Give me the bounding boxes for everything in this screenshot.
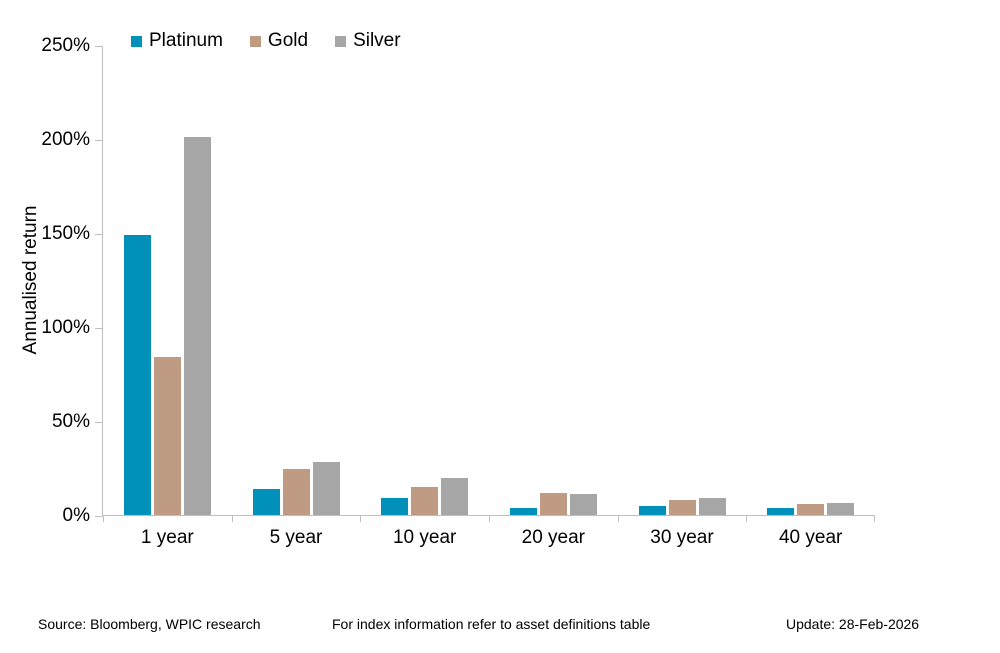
x-category-label-20-year: 20 year bbox=[521, 527, 586, 548]
y-tick bbox=[95, 421, 102, 423]
bar-gold-20-year bbox=[539, 493, 567, 515]
x-tick bbox=[360, 515, 361, 522]
y-tick-label: 200% bbox=[41, 129, 90, 150]
x-tick bbox=[103, 515, 104, 522]
bar-platinum-40-year bbox=[767, 508, 795, 515]
legend-label-silver: Silver bbox=[353, 30, 401, 51]
bar-platinum-1-year bbox=[123, 234, 151, 515]
footer-update-date-text: Update: 28-Feb-2026 bbox=[786, 616, 920, 632]
bar-platinum-20-year bbox=[509, 508, 537, 515]
bar-silver-20-year bbox=[569, 494, 597, 515]
bar-silver-30-year bbox=[698, 498, 726, 515]
bar-platinum-30-year bbox=[638, 505, 666, 515]
bar-gold-40-year bbox=[797, 503, 825, 515]
y-tick-label: 0% bbox=[62, 505, 90, 526]
bar-platinum-10-year bbox=[381, 498, 409, 515]
legend-label-gold: Gold bbox=[267, 30, 309, 51]
legend-label-platinum: Platinum bbox=[149, 30, 223, 51]
y-tick-label: 250% bbox=[41, 35, 90, 56]
bar-gold-10-year bbox=[411, 486, 439, 515]
y-tick-label: 50% bbox=[51, 411, 90, 432]
x-tick bbox=[874, 515, 875, 522]
x-category-label-10-year: 10 year bbox=[392, 527, 457, 548]
legend-item-gold: Gold bbox=[249, 30, 309, 52]
x-category-label-30-year: 30 year bbox=[650, 527, 714, 548]
bar-platinum-5-year bbox=[252, 488, 280, 515]
y-tick bbox=[95, 45, 102, 47]
bar-silver-10-year bbox=[441, 478, 469, 515]
y-tick bbox=[95, 139, 102, 141]
legend-item-platinum: Platinum bbox=[131, 30, 223, 52]
x-category-label-5-year: 5 year bbox=[269, 527, 323, 548]
footer-index-note-text: For index information refer to asset def… bbox=[332, 616, 651, 632]
x-tick bbox=[618, 515, 619, 522]
bar-silver-40-year bbox=[827, 502, 855, 515]
bar-gold-1-year bbox=[153, 357, 181, 515]
x-tick bbox=[489, 515, 490, 522]
bar-gold-30-year bbox=[668, 499, 696, 515]
legend-swatch-gold bbox=[249, 35, 261, 47]
x-category-label-40-year: 40 year bbox=[778, 527, 843, 548]
legend-item-silver: Silver bbox=[335, 30, 401, 52]
legend-swatch-silver bbox=[335, 35, 347, 47]
plot-area: 0% 50% 100% 150% 200% 250% 1 year 5 year 10 year… bbox=[41, 36, 875, 548]
footer-source-text: Source: Bloomberg, WPIC research bbox=[38, 616, 261, 632]
chart-legend: Platinum Gold Silver bbox=[131, 30, 401, 52]
y-tick bbox=[95, 233, 102, 235]
x-tick bbox=[232, 515, 233, 522]
bar-silver-1-year bbox=[183, 137, 211, 515]
x-tick bbox=[746, 515, 747, 522]
y-tick-label: 150% bbox=[41, 223, 90, 244]
y-tick bbox=[95, 327, 102, 329]
legend-swatch-platinum bbox=[131, 35, 142, 47]
bar-gold-5-year bbox=[282, 468, 310, 515]
y-tick-label: 100% bbox=[41, 317, 90, 338]
bar-silver-5-year bbox=[312, 462, 340, 515]
y-tick bbox=[95, 515, 102, 517]
x-category-label-1-year: 1 year bbox=[140, 527, 194, 548]
